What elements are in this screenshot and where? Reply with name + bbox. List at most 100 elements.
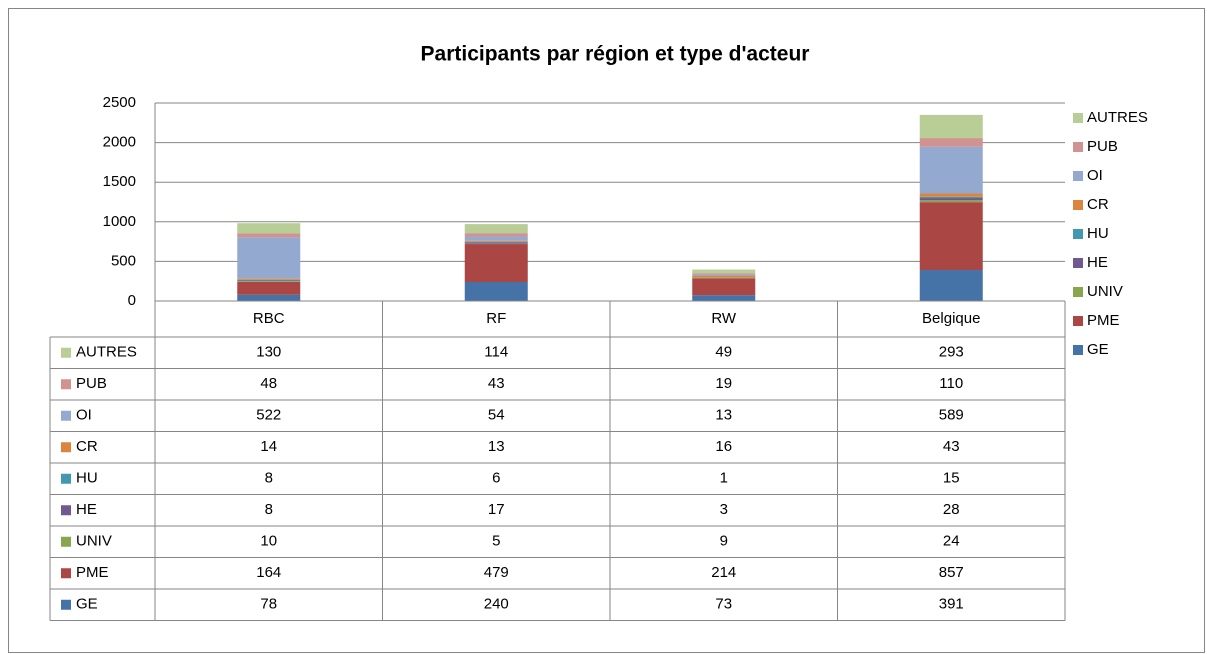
bar-segment [692, 278, 756, 296]
table-row-label: PUB [76, 375, 107, 392]
table-cell: 14 [260, 438, 277, 455]
bar-segment [464, 244, 528, 282]
table-legend-key [61, 473, 71, 484]
table-row-label: OI [76, 407, 92, 424]
table-cell: 54 [488, 407, 505, 424]
table-cell: 5 [492, 533, 500, 550]
x-tick-label: RF [486, 310, 506, 327]
table-cell: 73 [715, 596, 732, 613]
table-cell: 293 [939, 344, 964, 361]
table-row-label: PME [76, 564, 109, 581]
table-row-label: HU [76, 470, 98, 487]
table-cell: 522 [256, 407, 281, 424]
table-row-label: GE [76, 596, 98, 613]
table-cell: 13 [488, 438, 505, 455]
table-cell: 8 [265, 501, 273, 518]
table-cell: 3 [720, 501, 728, 518]
table-cell: 43 [943, 438, 960, 455]
table-legend-key [61, 505, 71, 516]
table-cell: 10 [260, 533, 277, 550]
bar-segment [692, 295, 756, 301]
bar-segment [237, 278, 301, 280]
table-cell: 15 [943, 470, 960, 487]
chart-title: Participants par région et type d'acteur [421, 43, 810, 66]
table-cell: 164 [256, 564, 281, 581]
bar-segment [919, 202, 983, 271]
bar-segment [692, 273, 756, 275]
bar-segment [919, 114, 983, 139]
y-tick-label: 500 [111, 252, 136, 269]
bar-segment [237, 223, 301, 234]
legend-key [1073, 171, 1083, 181]
table-row-label: UNIV [76, 533, 112, 550]
legend-label: CR [1087, 196, 1109, 213]
legend-key [1073, 287, 1083, 297]
legend-label: GE [1087, 341, 1109, 358]
table-cell: 28 [943, 501, 960, 518]
bar-segment [464, 224, 528, 234]
table-cell: 391 [939, 596, 964, 613]
table-cell: 8 [265, 470, 273, 487]
table-cell: 114 [484, 344, 508, 361]
bar-segment [237, 281, 301, 295]
table-cell: 479 [484, 564, 509, 581]
legend-label: UNIV [1087, 283, 1123, 300]
legend-label: AUTRES [1087, 109, 1148, 126]
table-cell: 857 [939, 564, 964, 581]
table-legend-key [61, 536, 71, 547]
table-cell: 110 [939, 375, 963, 392]
table-legend-key [61, 347, 71, 358]
table-cell: 240 [484, 596, 509, 613]
table-cell: 9 [720, 533, 728, 550]
table-cell: 48 [260, 375, 277, 392]
table-cell: 17 [488, 501, 505, 518]
bar-segment [464, 242, 528, 244]
bar-segment [237, 281, 301, 282]
y-tick-label: 1000 [103, 213, 136, 230]
bar-segment [464, 233, 528, 237]
bar-segment [237, 233, 301, 238]
table-row-label: AUTRES [76, 344, 137, 361]
legend-label: HE [1087, 254, 1108, 271]
table-cell: 16 [715, 438, 732, 455]
table-cell: 13 [715, 407, 732, 424]
bar-segment [464, 236, 528, 241]
legend-key [1073, 142, 1083, 152]
legend-key [1073, 200, 1083, 210]
table-cell: 130 [256, 344, 281, 361]
y-tick-label: 1500 [103, 173, 136, 190]
table-legend-key [61, 599, 71, 610]
legend-key [1073, 316, 1083, 326]
bar-segment [692, 277, 756, 279]
bar-segment [692, 275, 756, 278]
x-tick-label: RW [711, 310, 737, 327]
table-cell: 1 [720, 470, 728, 487]
bar-segment [464, 240, 528, 242]
bar-segment [919, 193, 983, 197]
chart-frame [8, 8, 1205, 653]
table-legend-key [61, 568, 71, 579]
table-legend-key [61, 442, 71, 453]
bar-segment [464, 281, 528, 301]
table-cell: 78 [260, 596, 277, 613]
legend-key [1073, 258, 1083, 268]
bar-segment [919, 198, 983, 201]
bar-segment [692, 274, 756, 276]
bar-segment [237, 237, 301, 279]
x-tick-label: RBC [253, 310, 285, 327]
bar-segment [692, 269, 756, 274]
table-cell: 43 [488, 375, 505, 392]
legend-label: HU [1087, 225, 1109, 242]
table-row-label: HE [76, 501, 97, 518]
bar-segment [919, 146, 983, 194]
y-tick-label: 0 [128, 292, 136, 309]
y-tick-label: 2000 [103, 134, 136, 151]
table-legend-key [61, 410, 71, 421]
bar-segment [237, 294, 301, 301]
legend-key [1073, 113, 1083, 123]
legend-key [1073, 345, 1083, 355]
bar-segment [237, 280, 301, 282]
bar-segment [919, 196, 983, 199]
y-tick-label: 2500 [103, 94, 136, 111]
